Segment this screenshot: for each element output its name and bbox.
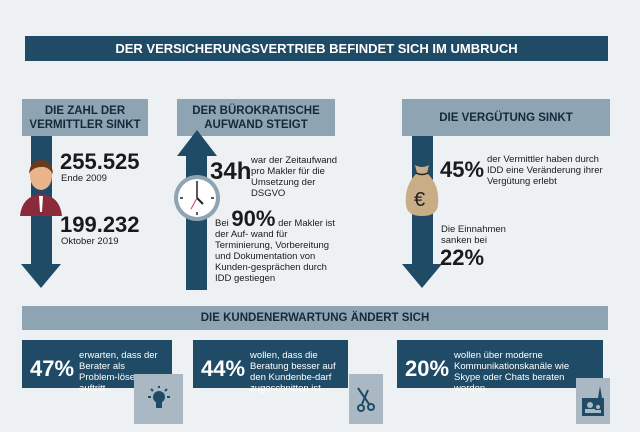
card-kommunikation: 20% wollen über moderne Kommunikationska… [397,340,603,394]
euro-symbol: € [414,189,426,211]
lightbulb-icon [134,374,183,424]
header-verguetung: DIE VERGÜTUNG SINKT [402,99,610,136]
makler-aufwand-block: Bei 90% der Makler ist der Auf- wand für… [215,208,345,285]
header-vermittler: DIE ZAHL DER VERMITTLER SINKT [22,99,148,136]
einnahmen-text: Die Einnahmen sanken bei [441,224,506,246]
chat-people-icon [576,378,610,424]
verguetung-change-value: 45% [440,157,485,182]
vermittler-2019-label: Oktober 2019 [61,236,119,247]
header-line: DIE ZAHL DER [44,104,126,117]
makler-aufwand-text-a: der Makler ist der Auf- [215,218,336,240]
card-bedarf: 44% wollen, dass die Beratung besser auf… [193,340,348,394]
card-text: wollen über moderne Kommunikationskanäle… [454,350,570,394]
card-pct: 47% [30,356,75,381]
person-icon [20,160,62,216]
card-text: erwarten, dass der Berater als Problem-l… [79,350,158,394]
header-line: AUFWAND STEIGT [204,118,308,131]
scissors-icon [349,374,383,424]
makler-aufwand-text-b: wand für Terminierung, Vorbereitung und … [215,229,330,284]
down-arrow-head [402,264,442,288]
main-title: DER VERSICHERUNGSVERTRIEB BEFINDET SICH … [25,36,608,61]
vermittler-2009-label: Ende 2009 [61,173,107,184]
makler-aufwand-value: 90% [231,206,276,231]
vermittler-2009-value: 255.525 [60,149,140,174]
einnahmen-value: 22% [440,245,485,270]
bei-prefix: Bei [215,218,229,229]
vermittler-2019-value: 199.232 [60,212,140,237]
dsgvo-text: war der Zeitaufwand pro Makler für die U… [251,155,338,199]
header-line: DER BÜROKRATISCHE [192,104,320,117]
header-line: VERMITTLER SINKT [29,118,141,131]
clock-icon [174,175,220,221]
section-kundenerwartung: DIE KUNDENERWARTUNG ÄNDERT SICH [22,306,608,330]
card-text: wollen, dass die Beratung besser auf den… [250,350,336,394]
up-arrow-head [177,130,217,156]
card-pct: 20% [405,356,450,381]
down-arrow-head [21,264,61,288]
verguetung-change-text: der Vermittler haben durch IDD eine Verä… [487,154,603,187]
header-aufwand: DER BÜROKRATISCHE AUFWAND STEIGT [177,99,335,136]
dsgvo-hours-value: 34h [210,158,252,185]
money-bag-icon [405,165,439,216]
card-pct: 44% [201,356,246,381]
